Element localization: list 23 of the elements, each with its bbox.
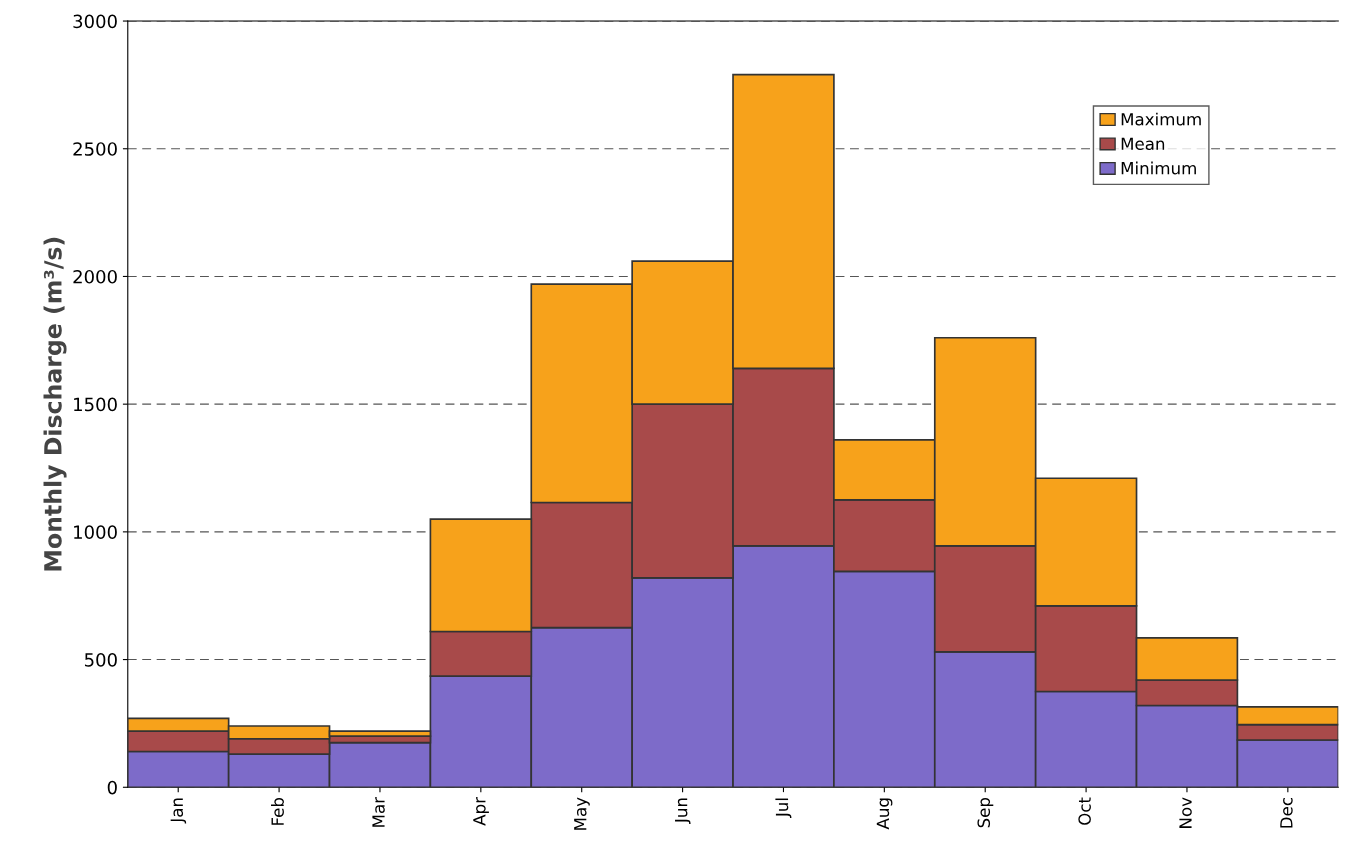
x-tick-label: May [574, 797, 590, 830]
y-tick-label: 0 [107, 780, 117, 795]
x-tick-label: Jun [675, 798, 691, 824]
x-tick-label: Nov [1179, 797, 1192, 828]
x-tick-label: Aug [876, 798, 893, 830]
y-tick-label: 2000 [73, 269, 117, 284]
x-tick-label: Oct [1078, 797, 1091, 825]
x-tick-label: Sep [977, 797, 994, 828]
x-tick-label: Jul [775, 798, 792, 818]
y-tick-label: 3000 [73, 14, 117, 29]
legend-label: Mean [1121, 137, 1165, 151]
y-axis-title: Monthly Discharge (m³/s) [43, 237, 67, 571]
x-tick-label: Jan [170, 798, 187, 824]
x-tick-label: Feb [271, 797, 284, 825]
y-tick-label: 500 [84, 653, 117, 667]
y-tick-label: 1000 [74, 525, 117, 539]
x-tick-label: Mar [372, 796, 385, 827]
y-tick-label: 1500 [74, 397, 117, 412]
x-tick-label: Dec [1280, 798, 1293, 828]
x-tick-label: Apr [473, 796, 489, 826]
y-tick-label: 2500 [73, 142, 117, 156]
legend-label: Minimum [1121, 161, 1196, 175]
legend-label: Maximum [1121, 112, 1201, 126]
